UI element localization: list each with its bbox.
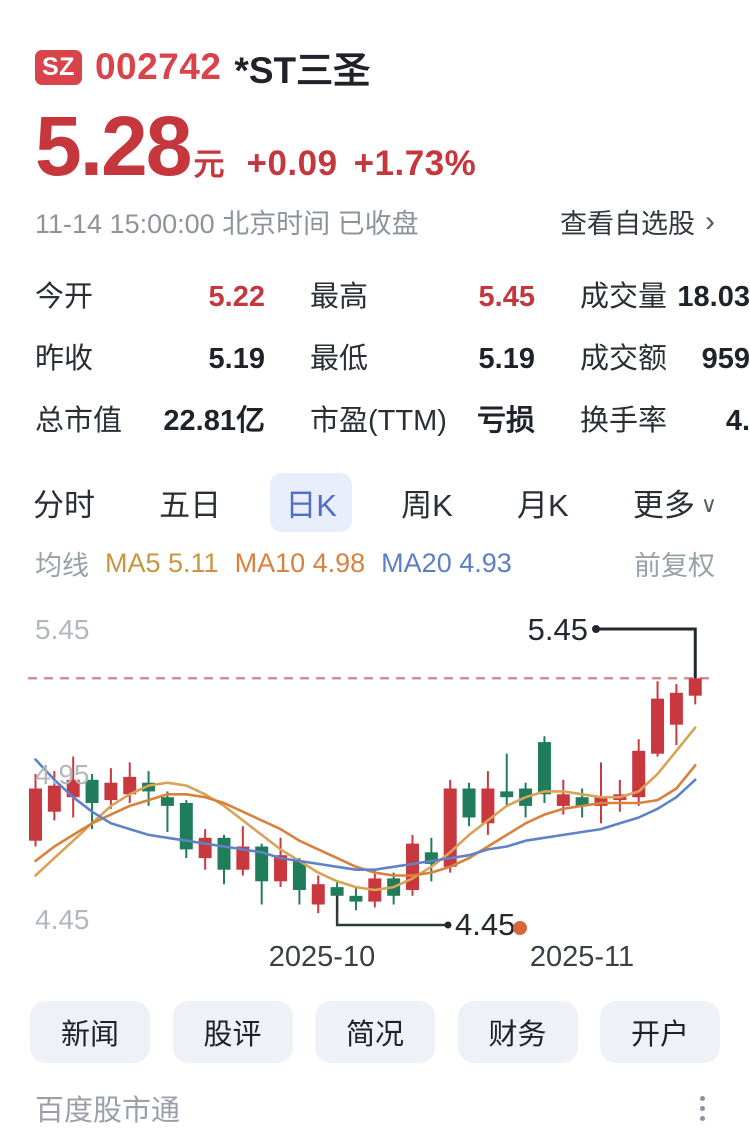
price-change-percent: +1.73% — [353, 144, 477, 183]
news-button[interactable]: 新闻 — [30, 1001, 150, 1063]
ma5-legend: MA5 5.11 — [105, 548, 219, 578]
adjust-mode-label[interactable]: 前复权 — [634, 551, 715, 581]
price-unit: 元 — [193, 147, 225, 182]
period-tabs: 分时 五日 日K 周K 月K 更多 ∨ — [0, 473, 750, 532]
stock-name: *ST三圣 — [234, 50, 371, 91]
footer-bar: 百度股市通 — [0, 1087, 750, 1129]
stock-code: 002742 — [94, 46, 222, 87]
kline-chart[interactable]: 5.45 4.95 4.45 5.45 4.45 2025-10 2025-11 — [0, 585, 750, 975]
ma-prefix-label: 均线 — [35, 551, 89, 581]
svg-text:4.95: 4.95 — [35, 759, 90, 790]
price-change: +0.09 — [246, 144, 338, 183]
svg-text:5.45: 5.45 — [35, 614, 90, 645]
more-menu-icon[interactable] — [690, 1092, 715, 1125]
datetime-status: 11-14 15:00:00 北京时间 已收盘 — [35, 209, 419, 239]
ma-legend-bar: 均线 MA5 5.11 MA10 4.98 MA20 4.93 前复权 — [0, 544, 750, 583]
stat-low: 最低 5.19 — [310, 343, 535, 375]
kline-chart-svg: 5.45 4.95 4.45 5.45 4.45 2025-10 2025-11 — [28, 612, 716, 973]
status-row: 11-14 15:00:00 北京时间 已收盘 查看自选股 › — [0, 202, 750, 241]
svg-text:2025-10: 2025-10 — [269, 941, 375, 973]
stat-turnover-rate: 换手率 4. — [580, 405, 750, 437]
stock-header: SZ 002742 *ST三圣 — [0, 40, 750, 94]
view-watchlist-link[interactable]: 查看自选股 › — [560, 204, 715, 240]
tab-monthly-k[interactable]: 月K — [517, 488, 569, 523]
current-price: 5.28 — [35, 99, 192, 193]
svg-text:4.45: 4.45 — [35, 904, 90, 935]
price-row: 5.28 元 +0.09 +1.73% — [0, 104, 750, 188]
financials-button[interactable]: 财务 — [457, 1001, 578, 1063]
bottom-nav-buttons: 新闻 股评 简况 财务 开户 — [0, 1001, 750, 1063]
tab-weekly-k[interactable]: 周K — [401, 488, 453, 523]
stats-grid: 今开 5.22 最高 5.45 成交量 18.03 昨收 5.19 最低 5.1… — [0, 273, 750, 439]
stat-turnover-amount: 成交额 959 — [580, 343, 750, 375]
ma20-legend: MA20 4.93 — [381, 548, 512, 578]
svg-text:4.45: 4.45 — [455, 907, 515, 942]
tab-five-day[interactable]: 五日 — [159, 488, 222, 523]
open-account-button[interactable]: 开户 — [600, 1001, 720, 1063]
stat-today-open: 今开 5.22 — [35, 281, 265, 313]
tab-daily-k[interactable]: 日K — [270, 473, 352, 532]
chevron-down-icon: ∨ — [700, 491, 717, 517]
stock-comments-button[interactable]: 股评 — [172, 1001, 293, 1063]
stat-prev-close: 昨收 5.19 — [35, 343, 265, 375]
stat-high: 最高 5.45 — [310, 281, 535, 313]
profile-button[interactable]: 简况 — [315, 1001, 435, 1063]
exchange-badge: SZ — [35, 49, 82, 85]
brand-label: 百度股市通 — [35, 1095, 181, 1127]
ma10-legend: MA10 4.98 — [234, 548, 366, 578]
tab-timeline[interactable]: 分时 — [33, 488, 95, 523]
stat-market-cap: 总市值 22.81亿 — [35, 405, 265, 437]
svg-text:2025-11: 2025-11 — [530, 941, 634, 973]
chevron-right-icon: › — [705, 204, 715, 238]
stat-volume: 成交量 18.03 — [580, 281, 750, 313]
tab-more[interactable]: 更多 ∨ — [632, 488, 717, 523]
stat-pe-ttm: 市盈(TTM) 亏损 — [310, 405, 535, 437]
svg-text:5.45: 5.45 — [528, 612, 588, 647]
